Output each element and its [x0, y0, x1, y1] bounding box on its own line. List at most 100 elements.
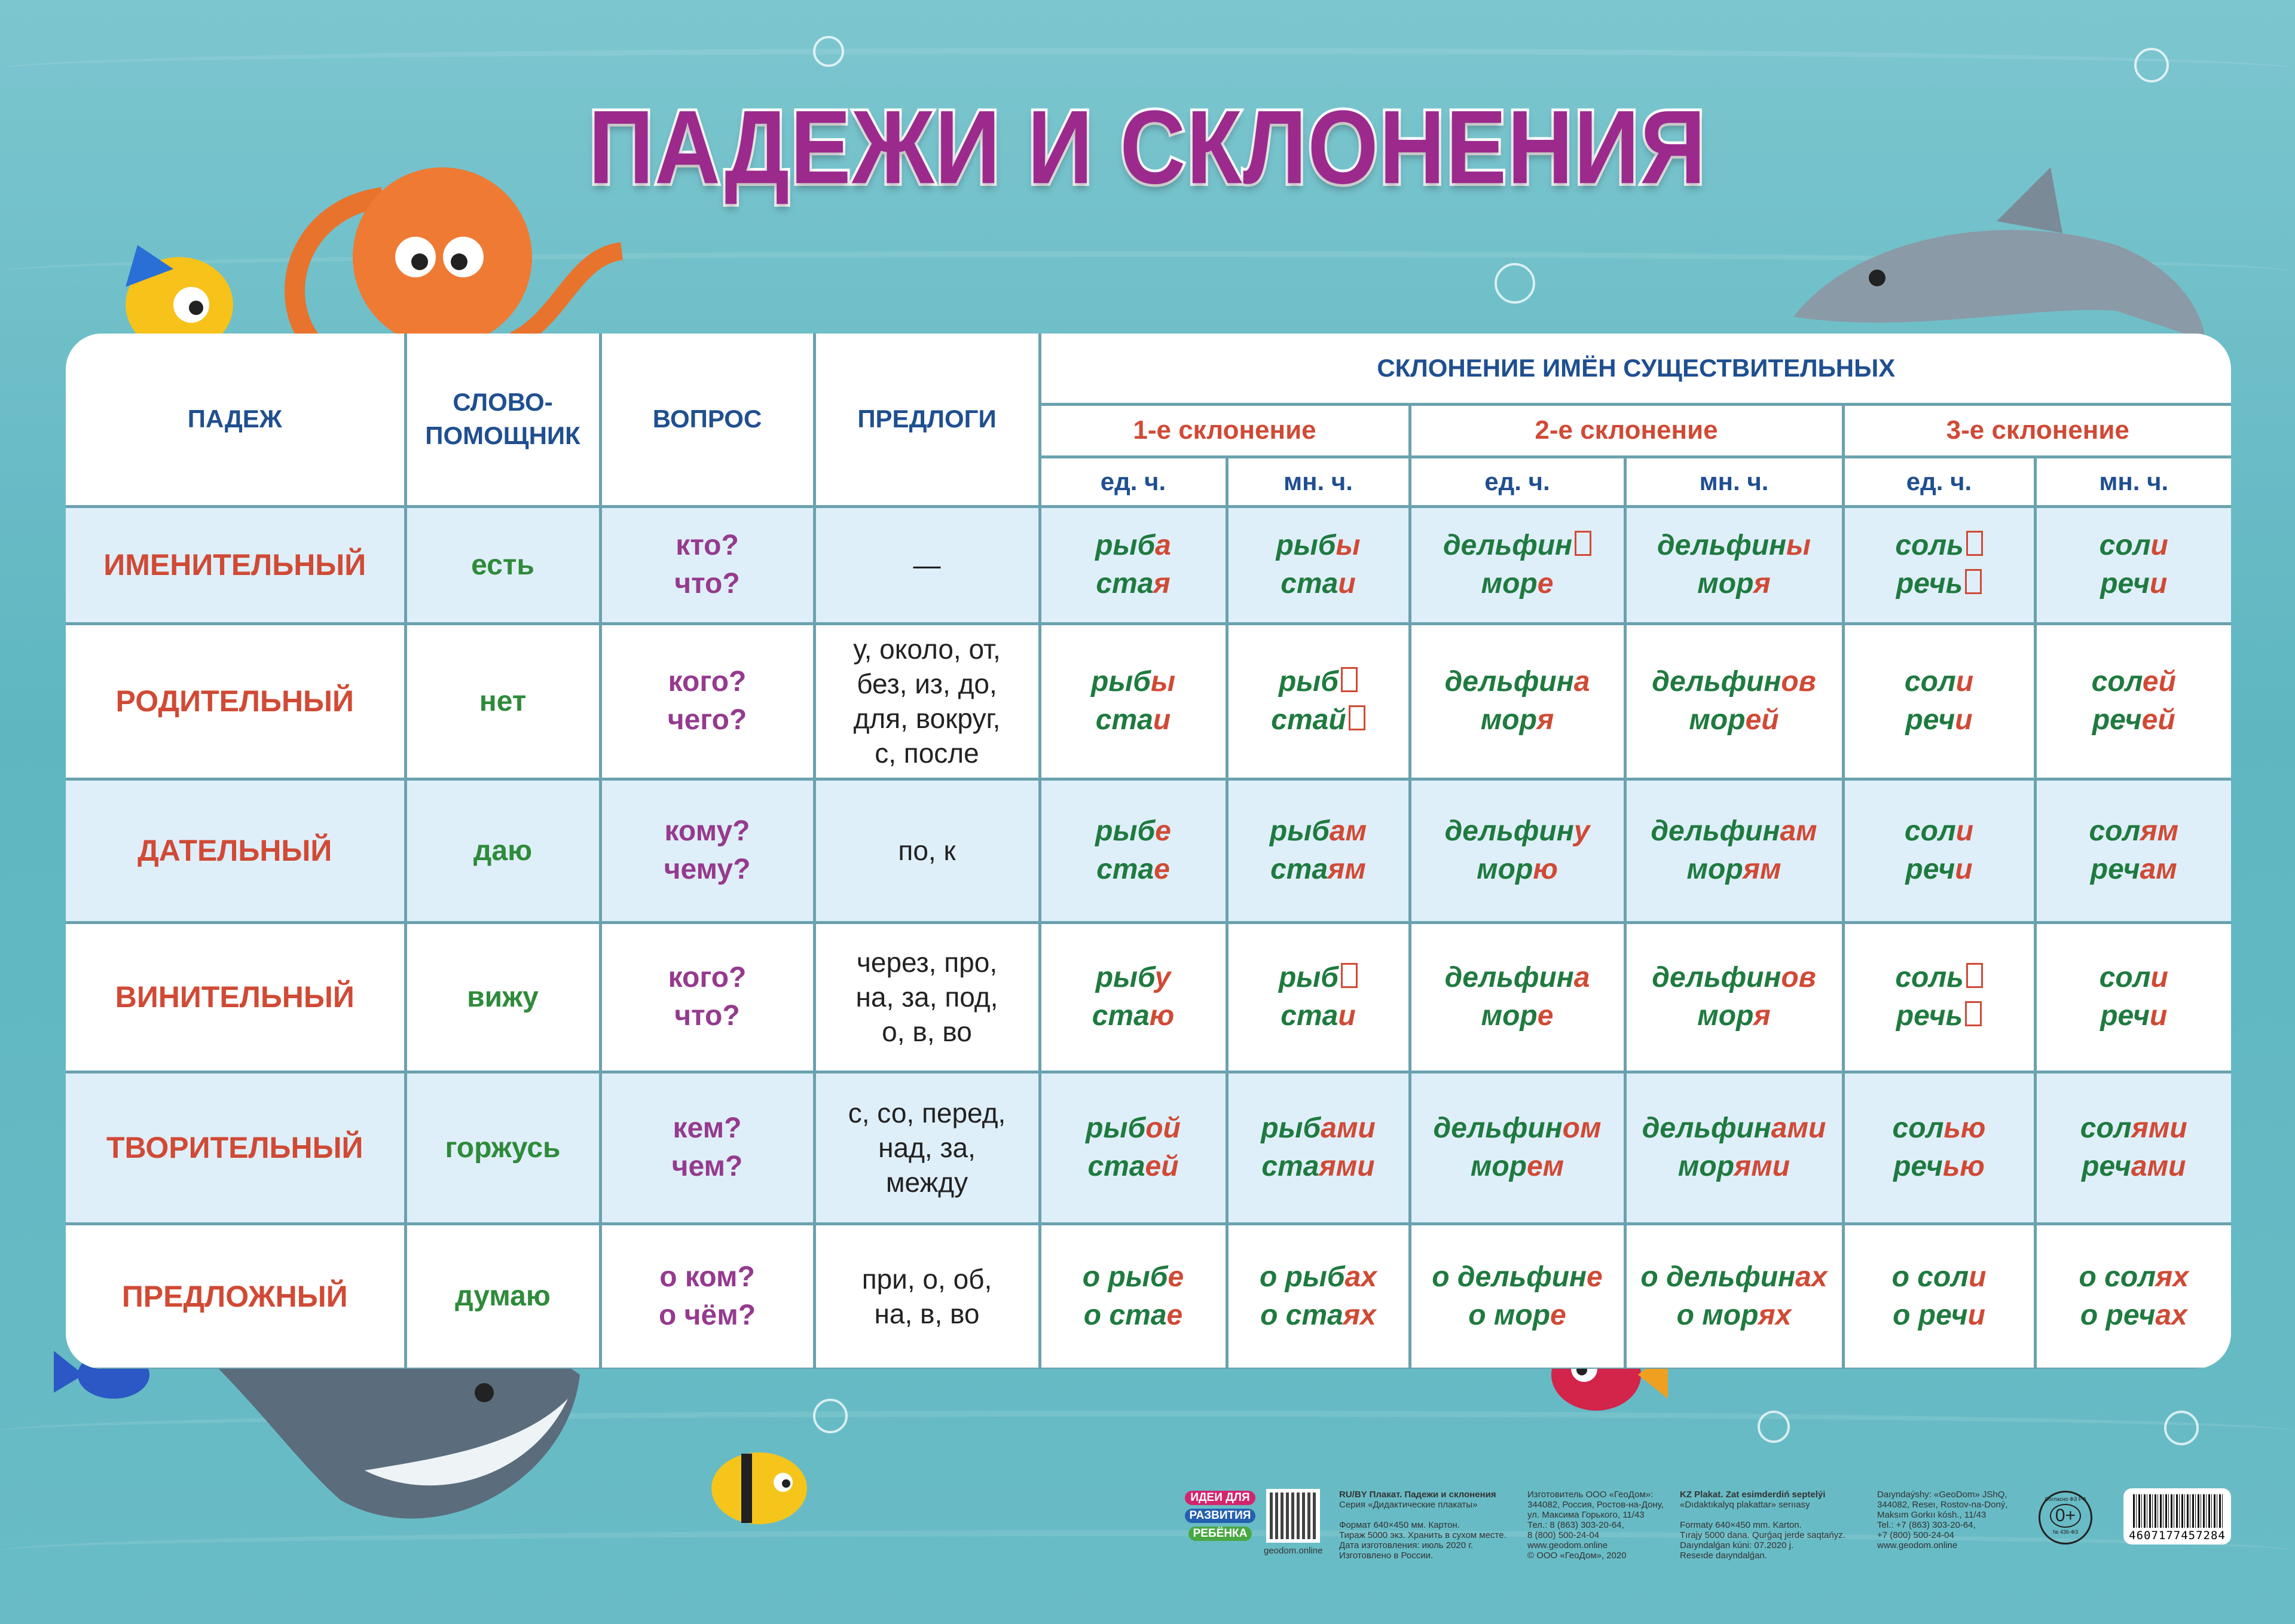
word-ending: я [1753, 1000, 1771, 1032]
noun-form: солями [2037, 1109, 2232, 1148]
word-stem: рыб [1278, 666, 1339, 698]
table-row: РОДИТЕЛЬНЫЙ нет кого? чего? у, около, от, без… [66, 622, 2232, 781]
noun-form: речам [2037, 851, 2232, 889]
word-stem: рыб [1095, 815, 1156, 847]
word-stem: дельфин [1652, 666, 1781, 698]
word-ending: и [1955, 704, 1973, 736]
noun-form: дельфином [1411, 1109, 1624, 1148]
footer-line: +7 (800) 500-24-04 [1877, 1530, 1954, 1540]
footer-line: Изготовлено в России. [1339, 1550, 1434, 1561]
case-name: ПРЕДЛОЖНЫЙ [66, 1222, 407, 1369]
word-ending: и [1969, 1261, 1987, 1293]
preposition-line: у, около, от, [853, 634, 1001, 665]
case-questions: кому? чему? [598, 777, 816, 924]
noun-form: о море [1411, 1296, 1624, 1335]
noun-form-cell: рыбе стае [1038, 777, 1229, 924]
word-ending: и [2150, 1000, 2168, 1032]
footer-line: © ООО «ГеоДом», 2020 [1527, 1550, 1627, 1561]
case-questions: кто? что? [598, 504, 816, 625]
word-stem: речь [1896, 1000, 1963, 1032]
noun-form: море [1411, 997, 1624, 1035]
noun-form-cell: дельфин море [1408, 504, 1627, 625]
word-ending: ю [1149, 1000, 1175, 1032]
noun-form: солям [2037, 812, 2232, 851]
noun-form-cell: сол и речи [2033, 920, 2232, 1074]
word-stem: о ста [1260, 1299, 1343, 1331]
striped-fish-illustration [711, 1452, 807, 1524]
footer-line: 344082, Reseı, Rostov-na-Doný, [1877, 1500, 2008, 1510]
word-stem: реч [2100, 568, 2150, 600]
noun-form: речь [1845, 565, 2034, 603]
word-ending: и [1338, 1000, 1356, 1032]
word-ending: ов [1781, 962, 1816, 993]
bubble [1495, 263, 1535, 304]
word-stem: реч [1893, 1151, 1943, 1182]
preposition-line: на, в, во [874, 1298, 980, 1329]
word-ending: у [1573, 815, 1590, 847]
word-stem: о мор [1468, 1299, 1551, 1331]
word-stem: дельфин [1444, 666, 1574, 698]
word-stem: мор [1470, 1151, 1527, 1182]
word-ending: а [1155, 530, 1171, 561]
wave [0, 1530, 2295, 1572]
declension-table-panel: ПАДЕЖ СЛОВО- ПОМОЩНИК ВОПРОС ПРЕДЛОГИ СКЛ… [66, 334, 2231, 1369]
noun-form: речи [2037, 997, 2232, 1035]
noun-form: речи [1845, 701, 2034, 739]
qr-code [1266, 1489, 1320, 1543]
noun-form: о речи [1845, 1296, 2034, 1335]
word-ending: ей [2141, 704, 2175, 736]
noun-form: солей [2037, 663, 2232, 701]
header-singular: ед. ч. [1408, 455, 1627, 508]
word-stem: о ста [1083, 1299, 1167, 1331]
word-ending: я [1153, 568, 1171, 600]
word-ending: ей [1145, 1151, 1179, 1182]
age-rating: 0+ [2050, 1504, 2081, 1528]
noun-form: моря [1627, 997, 1842, 1035]
word-ending: а [1573, 962, 1590, 993]
word-ending: ях [2156, 1261, 2189, 1293]
case-name: ИМЕНИТЕЛЬНЫЙ [66, 504, 407, 625]
word-ending: ам [1329, 815, 1367, 847]
word-ending: ями [2131, 1112, 2187, 1144]
word-stem: сол [2089, 815, 2141, 847]
noun-form: стай [1229, 701, 1408, 739]
word-ending: я [1753, 568, 1771, 600]
noun-form: речь [1845, 997, 2034, 1035]
word-stem: о реч [2080, 1299, 2156, 1331]
noun-form-cell: дельфинов моря [1623, 920, 1845, 1074]
noun-form: рыбой [1041, 1109, 1226, 1148]
word-stem: сол [2099, 962, 2151, 993]
case-name: ВИНИТЕЛЬНЫЙ [66, 920, 407, 1074]
word-stem: реч [2090, 854, 2140, 885]
noun-form: о стае [1041, 1296, 1226, 1335]
header-helper-line1: СЛОВО- [453, 388, 553, 417]
word-ending: е [1537, 568, 1554, 600]
noun-form-cell: рыб стаи [1225, 920, 1411, 1074]
noun-form-cell: дельфина море [1408, 920, 1627, 1074]
noun-form: речи [2037, 565, 2232, 603]
noun-form: дельфинов [1627, 663, 1842, 701]
bubble [813, 36, 844, 67]
noun-form: о стаях [1229, 1296, 1408, 1335]
noun-form-cell: рыб стай [1225, 622, 1411, 781]
noun-form: рыбе [1041, 812, 1226, 851]
footer-ru-maker: Изготовитель ООО «ГеоДом»: 344082, Россия… [1527, 1490, 1664, 1561]
qr-caption: geodom.online [1264, 1546, 1323, 1556]
noun-form: речами [2037, 1148, 2232, 1186]
noun-form: морем [1411, 1148, 1624, 1186]
word-ending: ам [1780, 815, 1817, 847]
word-stem: реч [2092, 704, 2142, 736]
footer-line: Daıyndaýshy: «GeoDom» JShQ, [1877, 1490, 2007, 1500]
case-questions: о ком? о чём? [598, 1222, 816, 1369]
header-declension-1: 1-е склонение [1040, 402, 1411, 458]
prepositions: с, со, перед, над, за, между [812, 1070, 1041, 1225]
word-stem: рыб [1261, 1112, 1321, 1144]
table-row: ПРЕДЛОЖНЫЙ думаю о ком? о чём? при, о, об, на… [66, 1222, 2231, 1369]
word-stem: дельфин [1652, 962, 1781, 993]
helper-word: нет [404, 622, 602, 781]
word-stem: соль [1895, 962, 1964, 993]
word-ending: я [1536, 704, 1554, 736]
age-badge-bottom: № 436-ФЗ [2052, 1529, 2079, 1535]
noun-form: стаи [1041, 701, 1226, 739]
noun-form: дельфинам [1627, 812, 1842, 851]
